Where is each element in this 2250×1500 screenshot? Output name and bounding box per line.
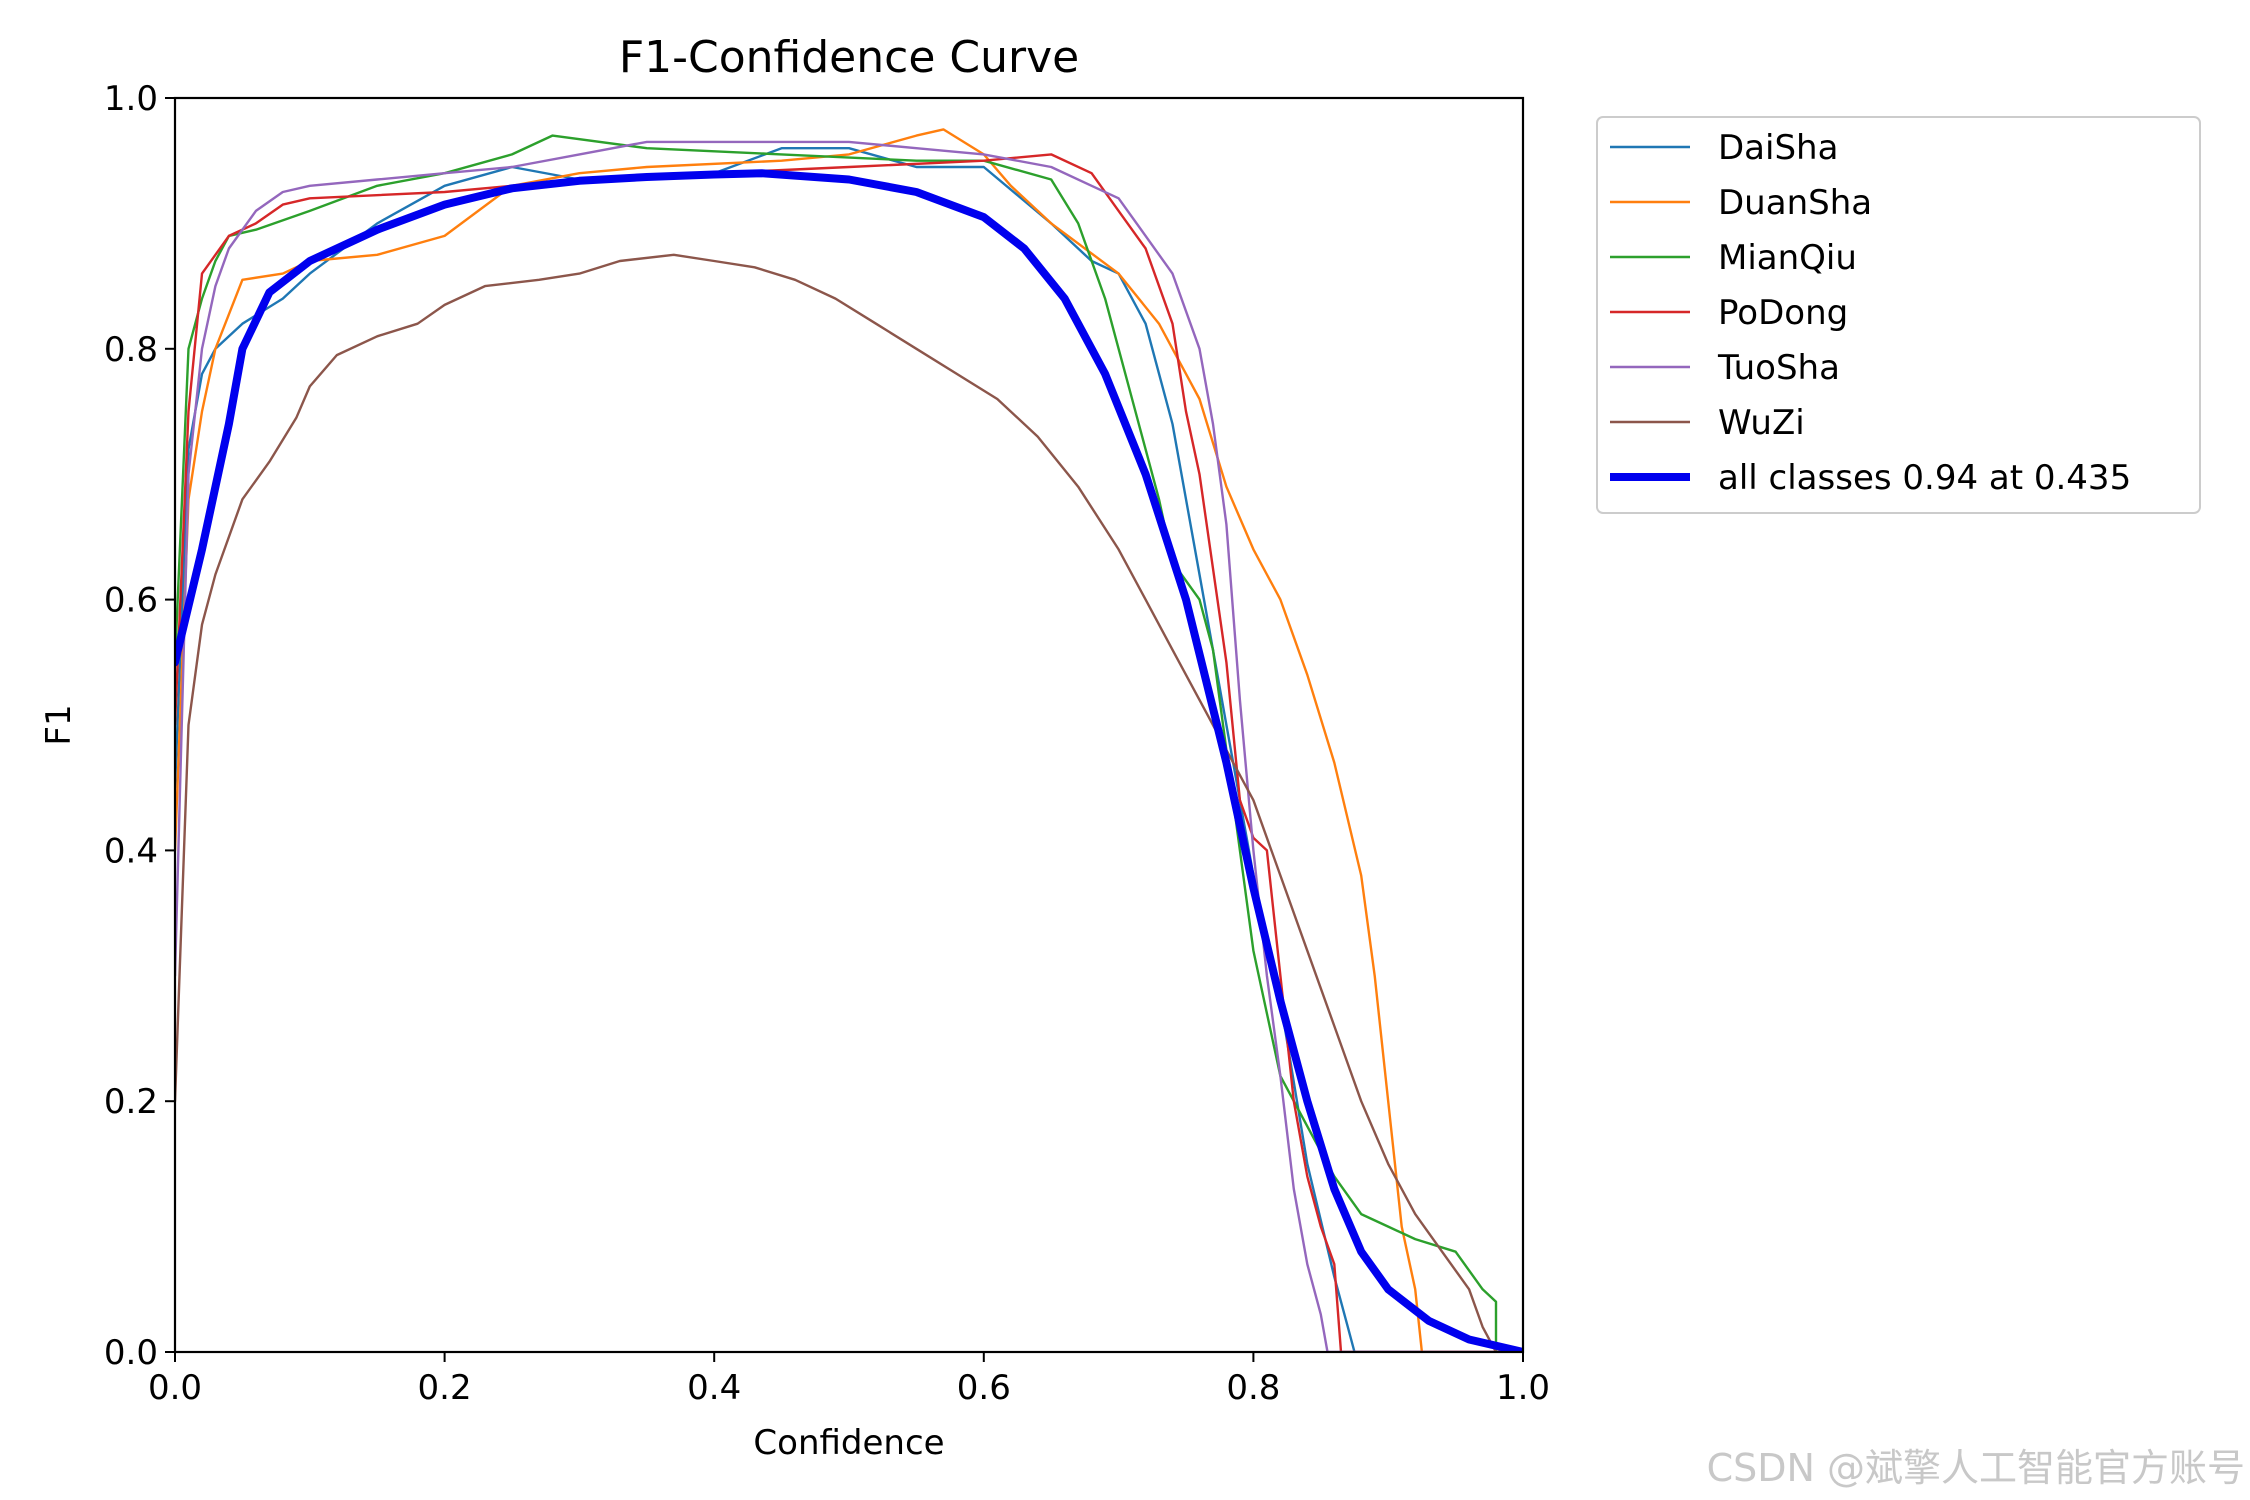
legend: DaiSha DuanSha MianQiu PoDong TuoSha WuZi all … xyxy=(1596,116,2201,514)
y-tick-label: 0.8 xyxy=(104,330,158,370)
x-tick-label: 0.0 xyxy=(148,1368,202,1408)
legend-label: PoDong xyxy=(1718,293,1848,333)
legend-label: TuoSha xyxy=(1717,348,1840,388)
series-line-podong xyxy=(175,153,1523,1352)
series-line-mianqiu xyxy=(175,134,1523,1352)
series-line-all xyxy=(175,169,1523,1352)
legend-box xyxy=(1596,116,2201,514)
plot-frame xyxy=(173,96,1525,1354)
x-tick-label: 1.0 xyxy=(1496,1368,1550,1408)
x-tick-label: 0.4 xyxy=(687,1368,741,1408)
legend-label: WuZi xyxy=(1718,403,1805,443)
x-tick-label: 0.6 xyxy=(957,1368,1011,1408)
legend-label: MianQiu xyxy=(1718,238,1857,278)
x-tick-label: 0.8 xyxy=(1226,1368,1280,1408)
series-line-tuosha xyxy=(175,140,1523,1352)
y-axis-label: F1 xyxy=(39,704,79,745)
legend-label: DaiSha xyxy=(1718,128,1838,168)
y-tick-label: 1.0 xyxy=(104,79,158,119)
legend-label: all classes 0.94 at 0.435 xyxy=(1718,458,2131,498)
x-axis-label: Confidence xyxy=(753,1423,944,1463)
y-tick-label: 0.6 xyxy=(104,581,158,621)
chart-title: F1-Confidence Curve xyxy=(619,32,1079,83)
y-tick-label: 0.2 xyxy=(104,1082,158,1122)
x-tick-label: 0.2 xyxy=(418,1368,472,1408)
y-tick-label: 0.0 xyxy=(104,1333,158,1373)
series-line-wuzi xyxy=(175,253,1523,1352)
series-layer xyxy=(175,128,1523,1352)
watermark: CSDN @斌擎人工智能官方账号 xyxy=(1707,1446,2245,1490)
y-tick-label: 0.4 xyxy=(104,831,158,871)
legend-label: DuanSha xyxy=(1718,183,1872,223)
axes-layer: 0.0 0.2 0.4 0.6 0.8 1.0 0.0 0.2 0.4 0.6 0.8 1.0 xyxy=(104,79,1550,1408)
